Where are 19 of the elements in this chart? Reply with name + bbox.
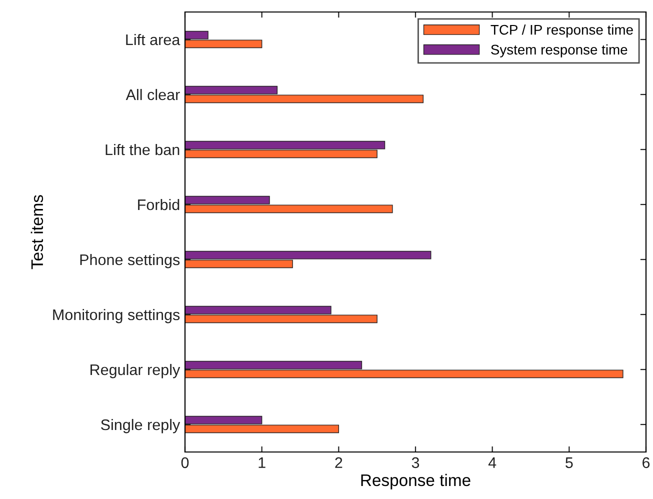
legend-label: System response time [491, 44, 628, 58]
y-tick-label: All clear [126, 88, 180, 100]
x-tick-label: 1 [258, 457, 266, 468]
y-tick-label: Monitoring settings [53, 308, 180, 324]
y-axis-title: Test items [30, 195, 44, 270]
x-tick-label: 6 [642, 457, 650, 468]
y-tick-label: Phone settings [80, 254, 180, 268]
x-axis-title: Response time [361, 474, 470, 490]
x-tick-label: 4 [488, 457, 496, 468]
x-tick-label: 0 [181, 457, 189, 468]
y-tick-label: Lift area [126, 34, 180, 46]
y-tick-label: Forbid [138, 198, 180, 210]
x-tick-label: 2 [335, 457, 342, 468]
x-tick-label: 3 [412, 457, 420, 468]
y-tick-label: Single reply [101, 418, 180, 434]
y-tick-label: Lift the ban [106, 144, 180, 156]
y-tick-label: Regular reply [90, 364, 180, 378]
legend-label: TCP / IP response time [490, 24, 633, 38]
x-tick-label: 5 [566, 457, 573, 468]
